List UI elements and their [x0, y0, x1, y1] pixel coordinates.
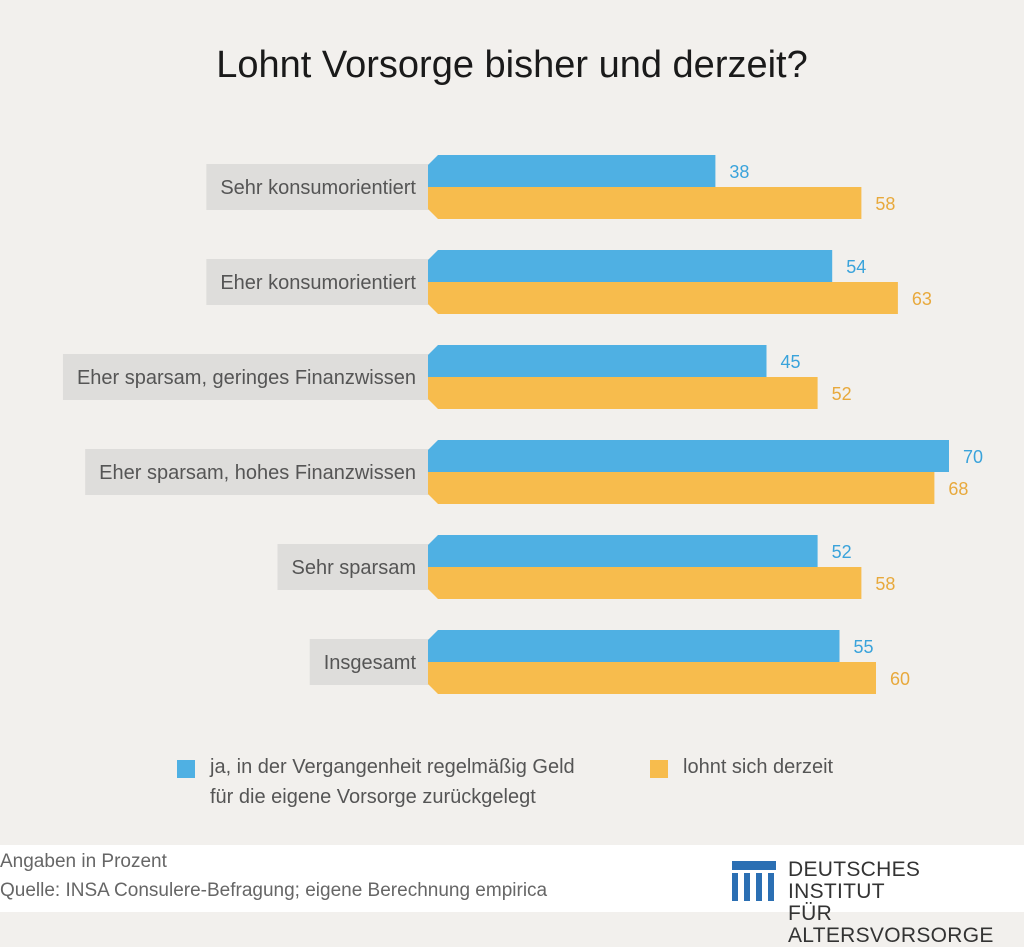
- category-label: Eher sparsam, geringes Finanzwissen: [77, 367, 416, 389]
- category-label: Eher konsumorientiert: [220, 272, 416, 294]
- category-label: Insgesamt: [324, 652, 417, 674]
- value-label-orange: 58: [875, 194, 895, 214]
- bar-orange: [428, 662, 876, 694]
- legend-swatch-orange: [650, 760, 668, 778]
- unit-note: Angaben in Prozent: [0, 851, 167, 872]
- value-label-blue: 52: [832, 542, 852, 562]
- bar-blue: [428, 250, 833, 282]
- bar-orange: [428, 187, 862, 219]
- chart-title: Lohnt Vorsorge bisher und derzeit?: [216, 44, 808, 86]
- bar-orange: [428, 472, 935, 504]
- bar-orange: [428, 282, 898, 314]
- dia-logo-text: DEUTSCHES INSTITUT FÜR ALTERSVORSORGE: [788, 859, 1010, 947]
- category-label-box: [309, 639, 430, 685]
- category-label: Sehr sparsam: [292, 557, 417, 579]
- category-label-box: [277, 544, 430, 590]
- category-label-box: [206, 164, 430, 210]
- legend: ja, in der Vergangenheit regelmäßig Geld…: [0, 752, 1024, 812]
- category-label: Sehr konsumorientiert: [220, 177, 416, 199]
- value-label-blue: 70: [963, 447, 983, 467]
- dia-logo-icon: [732, 861, 776, 901]
- legend-swatch-blue: [177, 760, 195, 778]
- dia-logo: DEUTSCHES INSTITUT FÜR ALTERSVORSORGE: [728, 859, 1010, 947]
- bar-blue: [428, 440, 949, 472]
- category-label: Eher sparsam, hohes Finanzwissen: [99, 462, 416, 484]
- logo-line-1: DEUTSCHES INSTITUT: [788, 858, 921, 903]
- logo-line-2: FÜR ALTERSVORSORGE: [788, 902, 994, 947]
- legend-label-blue-line2: für die eigene Vorsorge zurückgelegt: [210, 786, 536, 808]
- source-note: Quelle: INSA Consulere-Befragung; eigene…: [0, 880, 548, 901]
- value-label-blue: 38: [729, 162, 749, 182]
- bar-blue: [428, 155, 716, 187]
- bar-blue: [428, 345, 767, 377]
- category-label-box: [85, 449, 430, 495]
- category-label-box: [62, 354, 430, 400]
- value-label-orange: 52: [832, 384, 852, 404]
- value-label-orange: 58: [875, 574, 895, 594]
- legend-label-blue: ja, in der Vergangenheit regelmäßig Geld…: [210, 752, 575, 812]
- bar-chart: Sehr konsumorientiert 38 58 Eher konsumorie…: [62, 155, 983, 694]
- bar-blue: [428, 630, 840, 662]
- legend-label-blue-line1: ja, in der Vergangenheit regelmäßig Geld: [210, 756, 575, 778]
- legend-label-orange: lohnt sich derzeit: [683, 756, 834, 778]
- value-label-blue: 54: [846, 257, 866, 277]
- bar-orange: [428, 567, 862, 599]
- value-label-orange: 60: [890, 669, 910, 689]
- bar-orange: [428, 377, 818, 409]
- value-label-orange: 68: [948, 479, 968, 499]
- value-label-blue: 45: [781, 352, 801, 372]
- value-label-orange: 63: [912, 289, 932, 309]
- value-label-blue: 55: [854, 637, 874, 657]
- bar-blue: [428, 535, 818, 567]
- footer: Angaben in Prozent Quelle: INSA Consuler…: [0, 845, 1024, 947]
- category-label-box: [206, 259, 430, 305]
